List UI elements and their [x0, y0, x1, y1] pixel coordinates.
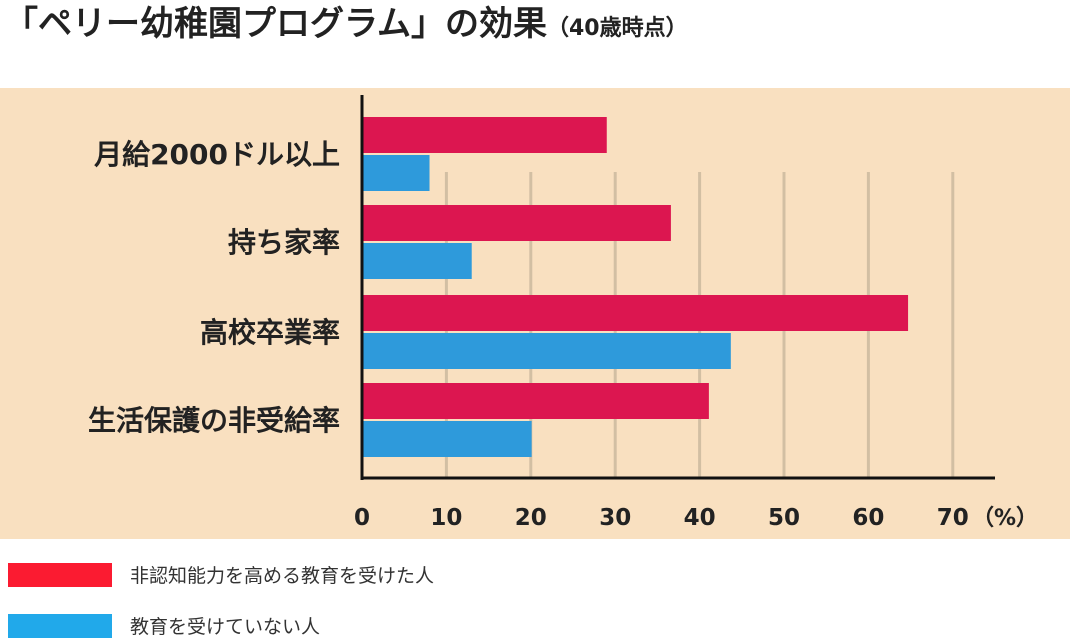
legend-label-uneducated: 教育を受けていない人 — [130, 616, 321, 638]
bar-educated-2 — [362, 205, 671, 241]
bar-educated-1 — [362, 117, 607, 153]
category-label-3: 高校卒業率 — [200, 316, 340, 349]
x-tick-label-40: 40 — [684, 505, 716, 531]
bar-uneducated-1 — [362, 155, 430, 191]
x-tick-label-20: 20 — [515, 505, 547, 531]
axes — [360, 95, 995, 480]
chart-title-text: 「ペリー幼稚園プログラム」の効果 — [4, 4, 547, 44]
legend-swatch-uneducated — [8, 613, 112, 638]
chart-title: 「ペリー幼稚園プログラム」の効果（40歳時点） — [4, 2, 688, 51]
legend-swatch-educated — [8, 562, 112, 587]
bar-educated-3 — [362, 295, 909, 331]
bar-uneducated-4 — [362, 421, 532, 457]
category-label-4: 生活保護の非受給率 — [88, 404, 340, 437]
legend-label-educated: 非認知能力を高める教育を受けた人 — [130, 565, 435, 587]
x-tick-label-30: 30 — [599, 505, 631, 531]
x-tick-label-60: 60 — [852, 505, 884, 531]
x-tick-label-50: 50 — [768, 505, 800, 531]
category-label-2: 持ち家率 — [228, 226, 340, 259]
bar-uneducated-2 — [362, 243, 472, 279]
bar-educated-4 — [362, 383, 709, 419]
x-tick-label-70: 70 — [937, 505, 969, 531]
category-label-1: 月給2000ドル以上 — [93, 138, 340, 171]
chart-subtitle: （40歳時点） — [546, 16, 688, 41]
x-axis-unit: （%） — [972, 506, 1038, 531]
x-tick-label-10: 10 — [430, 505, 462, 531]
legend-item-educated: 非認知能力を高める教育を受けた人 — [8, 561, 434, 588]
x-tick-label-0: 0 — [354, 505, 370, 531]
legend-item-uneducated: 教育を受けていない人 — [8, 612, 320, 639]
bar-uneducated-3 — [362, 333, 731, 369]
bars — [362, 117, 909, 457]
